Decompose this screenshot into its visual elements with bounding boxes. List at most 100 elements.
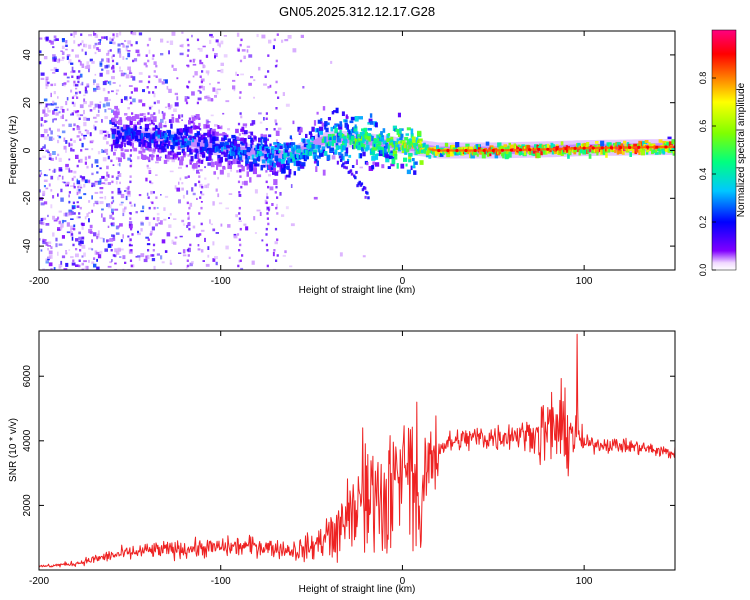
heatmap-noise-cell-42 — [43, 174, 48, 177]
heatmap-ridge-cell-1325 — [644, 140, 649, 143]
heatmap-ridge-cell-333 — [217, 125, 220, 129]
heatmap-streak-cell-8 — [239, 59, 243, 63]
heatmap-noise-cell-704 — [140, 228, 143, 232]
heatmap-streak-cell-9 — [265, 243, 268, 247]
heatmap-noise-cell-322 — [81, 81, 84, 86]
heatmap-ridge-cell-1078 — [488, 150, 493, 154]
heatmap-noise-cell-258 — [73, 102, 76, 107]
heatmap-noise-cell-396 — [91, 148, 94, 151]
heatmap-noise-cell-1063 — [274, 119, 277, 123]
heatmap-streak-cell-9 — [265, 170, 268, 173]
heatmap-noise-cell-30 — [42, 155, 46, 159]
heatmap-noise-cell-1024 — [248, 54, 253, 58]
heatmap-noise-cell-97 — [50, 157, 54, 161]
heatmap-noise-cell-496 — [104, 116, 108, 120]
heatmap-ridge-cell-1033 — [458, 149, 462, 155]
heatmap-ridge-cell-361 — [226, 149, 229, 153]
heatmap-noise-cell-749 — [153, 93, 156, 98]
heatmap-noise-cell-619 — [122, 56, 125, 60]
heatmap-noise-cell-172 — [60, 227, 63, 231]
heatmap-ridge-cell-526 — [278, 162, 283, 167]
heatmap-noise-cell-442 — [96, 251, 100, 255]
heatmap-noise-cell-1028 — [251, 120, 256, 125]
heatmap-noise-cell-438 — [96, 83, 100, 88]
heatmap-noise-cell-835 — [179, 235, 183, 238]
heatmap-noise-cell-63 — [45, 36, 49, 41]
heatmap-noise-cell-44 — [43, 98, 48, 102]
heatmap-tail-cell — [358, 180, 361, 184]
heatmap-ridge-cell-207 — [176, 151, 181, 155]
heatmap-ridge-cell-582 — [296, 153, 299, 158]
heatmap-noise-cell-997 — [232, 85, 236, 90]
heatmap-streak-cell-1 — [78, 259, 81, 262]
heatmap-noise-cell-834 — [179, 177, 182, 181]
heatmap-noise-cell-225 — [68, 209, 73, 214]
heatmap-noise-cell-503 — [106, 141, 109, 145]
heatmap-ridge-cell-384 — [233, 140, 238, 146]
heatmap-ridge-cell-1262 — [605, 152, 608, 158]
heatmap-peak-dot — [600, 146, 604, 150]
heatmap-noise-cell-709 — [142, 205, 145, 210]
heatmap-ridge-cell-850 — [381, 136, 384, 142]
heatmap-ridge-cell-501 — [270, 154, 273, 160]
heatmap-tail-cell — [363, 186, 367, 190]
heatmap-ridge-cell-461 — [258, 156, 261, 162]
heatmap-noise-cell-135 — [55, 38, 59, 41]
heatmap-ridge-cell-409 — [241, 165, 245, 172]
heatmap-ridge-cell-21 — [118, 119, 123, 125]
heatmap-noise-cell-1096 — [339, 252, 343, 257]
heatmap-ridge-cell-845 — [380, 148, 385, 154]
heatmap-ridge-cell-173 — [166, 143, 169, 149]
heatmap-streak-cell-5 — [151, 201, 154, 205]
heatmap-streak-cell-1 — [76, 96, 79, 99]
heatmap-noise-cell-362 — [86, 117, 90, 121]
heatmap-ridge-cell-215 — [179, 159, 184, 166]
heatmap-noise-cell-732 — [148, 49, 151, 54]
heatmap-noise-cell-636 — [124, 72, 127, 75]
heatmap-noise-cell-186 — [61, 181, 65, 183]
heatmap-tail-cell — [349, 169, 353, 173]
heatmap-noise-cell-1003 — [235, 71, 237, 76]
heatmap-tail-cell — [366, 191, 369, 195]
heatmap-noise-cell-197 — [63, 82, 67, 85]
heatmap-noise-cell-355 — [84, 265, 88, 270]
heatmap-noise-cell-701 — [138, 32, 143, 36]
heatmap-noise-cell-884 — [194, 58, 196, 61]
heatmap-ridge-cell-442 — [251, 154, 255, 160]
heatmap-noise-cell-223 — [66, 214, 70, 217]
heatmap-streak-cell-2 — [110, 222, 113, 226]
heatmap-noise-cell-84 — [48, 157, 52, 160]
heatmap-ridge-cell-727 — [341, 145, 347, 151]
heatmap-tail-cell — [338, 155, 342, 159]
heatmap-noise-cell-955 — [214, 95, 217, 98]
heatmap-noise-cell-705 — [140, 253, 145, 258]
heatmap-peak-dot — [491, 148, 495, 153]
heatmap-ridge-cell-307 — [208, 130, 212, 136]
heatmap-ridge-cell-878 — [390, 163, 395, 167]
heatmap-noise-cell-806 — [169, 213, 172, 216]
heatmap-ridge-cell-525 — [278, 150, 281, 154]
heatmap-streak-cell-7 — [199, 133, 202, 136]
heatmap-noise-cell-777 — [161, 81, 165, 85]
heatmap-ridge-cell-255 — [191, 149, 196, 153]
heatmap-streak-cell-7 — [196, 38, 200, 42]
heatmap-ridge-cell-188 — [171, 146, 174, 152]
heatmap-ridge-cell-646 — [316, 155, 321, 159]
heatmap-noise-cell-379 — [88, 259, 90, 263]
heatmap-noise-cell-342 — [83, 184, 86, 188]
heatmap-streak-cell-2 — [109, 49, 112, 52]
heatmap-ridge-cell-475 — [261, 144, 264, 147]
heatmap-noise-cell-142 — [57, 139, 60, 144]
heatmap-noise-cell-501 — [104, 177, 108, 182]
heatmap-noise-cell-349 — [84, 216, 87, 220]
heatmap-ridge-cell-1257 — [601, 148, 604, 154]
heatmap-noise-cell-954 — [214, 53, 218, 57]
heatmap-noise-cell-417 — [94, 103, 99, 108]
heatmap-noise-cell-870 — [191, 187, 194, 192]
heatmap-noise-cell-809 — [171, 239, 174, 244]
heatmap-tail-cell — [361, 188, 365, 192]
heatmap-ridge-cell-940 — [410, 142, 414, 146]
heatmap-noise-cell-332 — [81, 142, 84, 148]
heatmap-streak-cell-1 — [77, 43, 80, 47]
heatmap-noise-cell-279 — [75, 253, 79, 258]
